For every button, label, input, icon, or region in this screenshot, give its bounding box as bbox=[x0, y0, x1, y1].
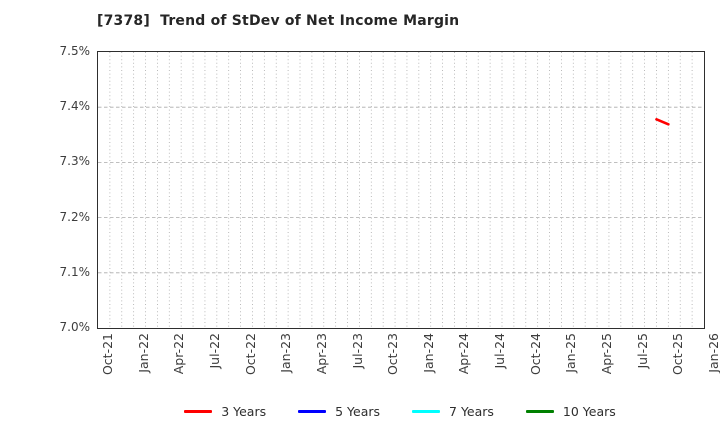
x-tick-label: Apr-22 bbox=[171, 333, 187, 375]
legend-label: 10 Years bbox=[562, 404, 616, 419]
legend: 3 Years 5 Years 7 Years 10 Years bbox=[97, 404, 703, 419]
legend-label: 3 Years bbox=[221, 404, 267, 419]
x-tick-label: Oct-23 bbox=[385, 333, 401, 376]
x-tick-label: Apr-25 bbox=[599, 333, 615, 375]
legend-line-swatch bbox=[412, 410, 441, 413]
x-tick-label: Apr-23 bbox=[313, 333, 329, 375]
legend-label: 5 Years bbox=[335, 404, 381, 419]
y-tick-label: 7.4% bbox=[59, 99, 91, 114]
y-tick-label: 7.0% bbox=[59, 320, 91, 334]
legend-line-swatch bbox=[184, 410, 213, 413]
legend-item: 10 Years bbox=[525, 404, 616, 419]
x-tick-label: Jan-22 bbox=[135, 333, 151, 373]
x-tick-label: Oct-21 bbox=[100, 333, 115, 376]
legend-item: 3 Years bbox=[184, 404, 266, 419]
x-tick-label: Jan-23 bbox=[278, 333, 294, 373]
y-tick-label: 7.2% bbox=[59, 209, 91, 224]
y-tick-label: 7.3% bbox=[59, 154, 91, 169]
legend-item: 5 Years bbox=[298, 404, 380, 419]
legend-line-swatch bbox=[298, 410, 327, 413]
plot-canvas bbox=[98, 52, 704, 328]
plot-area bbox=[97, 51, 705, 329]
x-tick-label: Oct-24 bbox=[527, 333, 543, 376]
legend-item: 7 Years bbox=[412, 404, 494, 419]
x-tick-label: Oct-22 bbox=[242, 333, 258, 376]
chart-title: [7378] Trend of StDev of Net Income Marg… bbox=[97, 13, 460, 29]
legend-line-swatch bbox=[525, 410, 554, 413]
series-line-3-years bbox=[655, 118, 670, 126]
x-tick-label: Apr-24 bbox=[456, 333, 472, 375]
x-tick-label: Jan-25 bbox=[563, 333, 579, 373]
x-tick-label: Jul-22 bbox=[206, 333, 222, 369]
x-tick-label: Oct-25 bbox=[670, 333, 686, 376]
x-tick-label: Jul-23 bbox=[349, 333, 365, 369]
x-tick-label: Jul-25 bbox=[634, 333, 650, 369]
legend-label: 7 Years bbox=[449, 404, 494, 419]
x-tick-label: Jan-26 bbox=[706, 333, 720, 373]
y-tick-label: 7.1% bbox=[59, 264, 91, 279]
x-tick-label: Jul-24 bbox=[492, 333, 508, 369]
y-tick-label: 7.5% bbox=[59, 44, 91, 58]
x-tick-label: Jan-24 bbox=[420, 333, 436, 373]
